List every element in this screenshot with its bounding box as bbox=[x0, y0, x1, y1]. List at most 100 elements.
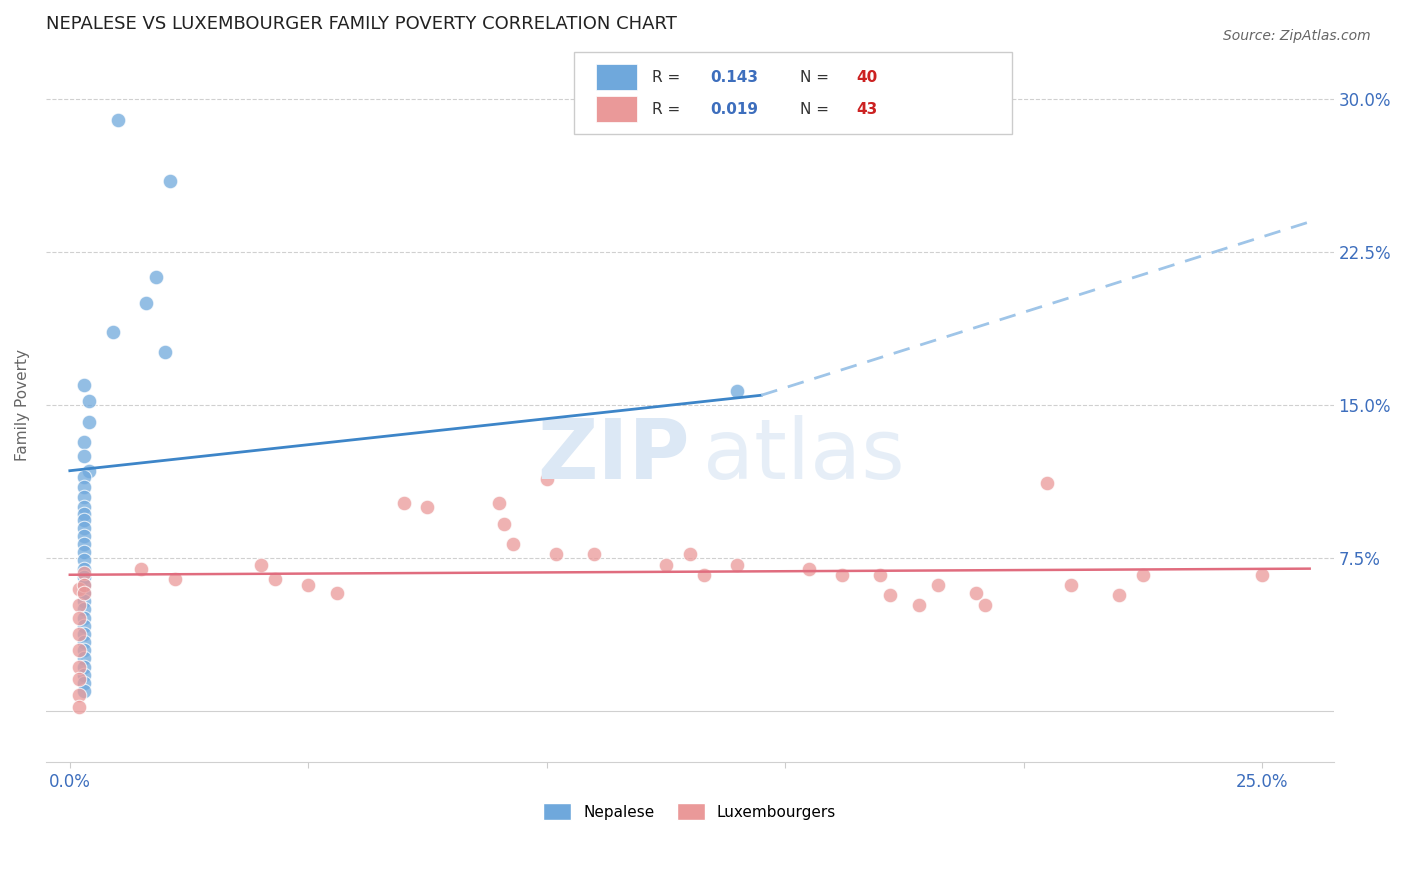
Text: N =: N = bbox=[800, 102, 834, 117]
Point bbox=[73, 490, 96, 504]
Point bbox=[831, 567, 853, 582]
Point bbox=[73, 507, 96, 521]
Point bbox=[73, 578, 96, 592]
Point bbox=[73, 659, 96, 673]
Text: NEPALESE VS LUXEMBOURGER FAMILY POVERTY CORRELATION CHART: NEPALESE VS LUXEMBOURGER FAMILY POVERTY … bbox=[46, 15, 676, 33]
Point bbox=[73, 667, 96, 681]
Point bbox=[159, 174, 181, 188]
Text: Source: ZipAtlas.com: Source: ZipAtlas.com bbox=[1223, 29, 1371, 43]
Text: R =: R = bbox=[652, 102, 686, 117]
Text: atlas: atlas bbox=[703, 415, 904, 496]
Point bbox=[693, 567, 716, 582]
Point bbox=[546, 547, 568, 561]
Point bbox=[1132, 567, 1154, 582]
Point bbox=[73, 676, 96, 690]
Point bbox=[77, 415, 100, 429]
Point bbox=[73, 578, 96, 592]
Point bbox=[73, 470, 96, 484]
Point bbox=[67, 688, 90, 702]
Point bbox=[1060, 578, 1083, 592]
Text: 0.143: 0.143 bbox=[710, 70, 758, 85]
Point bbox=[145, 269, 167, 284]
Point bbox=[67, 582, 90, 596]
Point bbox=[73, 566, 96, 580]
Point bbox=[974, 599, 997, 613]
Point bbox=[73, 586, 96, 600]
Point bbox=[73, 586, 96, 600]
Point bbox=[488, 496, 510, 510]
Point bbox=[249, 558, 271, 572]
Point bbox=[73, 627, 96, 641]
Text: 40: 40 bbox=[856, 70, 877, 85]
Point bbox=[73, 570, 96, 584]
Point bbox=[73, 513, 96, 527]
Point bbox=[263, 572, 285, 586]
Point bbox=[73, 500, 96, 515]
Point bbox=[536, 472, 558, 486]
Text: R =: R = bbox=[652, 70, 686, 85]
Point bbox=[73, 651, 96, 665]
Point bbox=[492, 516, 515, 531]
Point bbox=[67, 672, 90, 686]
Text: 0.019: 0.019 bbox=[710, 102, 758, 117]
Point bbox=[67, 627, 90, 641]
Point bbox=[67, 643, 90, 657]
Point bbox=[1251, 567, 1274, 582]
Point bbox=[73, 561, 96, 575]
Point bbox=[131, 561, 153, 575]
Legend: Nepalese, Luxembourgers: Nepalese, Luxembourgers bbox=[537, 797, 842, 826]
Text: ZIP: ZIP bbox=[537, 415, 690, 496]
Point bbox=[135, 296, 157, 310]
FancyBboxPatch shape bbox=[574, 52, 1012, 134]
Point bbox=[73, 480, 96, 494]
Point bbox=[416, 500, 439, 515]
Point bbox=[679, 547, 702, 561]
Point bbox=[73, 602, 96, 616]
FancyBboxPatch shape bbox=[596, 96, 637, 122]
Point bbox=[655, 558, 678, 572]
Point bbox=[73, 537, 96, 551]
Point bbox=[73, 610, 96, 624]
Point bbox=[73, 553, 96, 567]
Point bbox=[73, 684, 96, 698]
Point bbox=[392, 496, 415, 510]
Point bbox=[583, 547, 606, 561]
Point bbox=[163, 572, 186, 586]
Point bbox=[73, 378, 96, 392]
Point bbox=[965, 586, 987, 600]
Point bbox=[297, 578, 319, 592]
Point bbox=[725, 384, 748, 399]
Point bbox=[879, 588, 901, 602]
Point bbox=[725, 558, 748, 572]
Point bbox=[107, 112, 129, 127]
Point bbox=[73, 529, 96, 543]
Point bbox=[67, 599, 90, 613]
Point bbox=[67, 700, 90, 714]
Point bbox=[797, 561, 820, 575]
Point bbox=[101, 325, 124, 339]
Point bbox=[67, 659, 90, 673]
Point bbox=[869, 567, 891, 582]
Point bbox=[153, 345, 176, 359]
Point bbox=[73, 619, 96, 633]
Point bbox=[73, 435, 96, 450]
Point bbox=[73, 450, 96, 464]
Point bbox=[73, 521, 96, 535]
Point bbox=[73, 635, 96, 649]
Text: N =: N = bbox=[800, 70, 834, 85]
Point bbox=[73, 545, 96, 559]
Point bbox=[77, 394, 100, 409]
Point bbox=[502, 537, 524, 551]
Point bbox=[1036, 475, 1059, 490]
Y-axis label: Family Poverty: Family Poverty bbox=[15, 350, 30, 461]
Point bbox=[73, 594, 96, 608]
Text: 43: 43 bbox=[856, 102, 877, 117]
Point bbox=[77, 464, 100, 478]
Point bbox=[67, 610, 90, 624]
Point bbox=[927, 578, 949, 592]
Point bbox=[1108, 588, 1130, 602]
Point bbox=[326, 586, 349, 600]
Point bbox=[907, 599, 929, 613]
Point bbox=[73, 643, 96, 657]
FancyBboxPatch shape bbox=[596, 64, 637, 90]
